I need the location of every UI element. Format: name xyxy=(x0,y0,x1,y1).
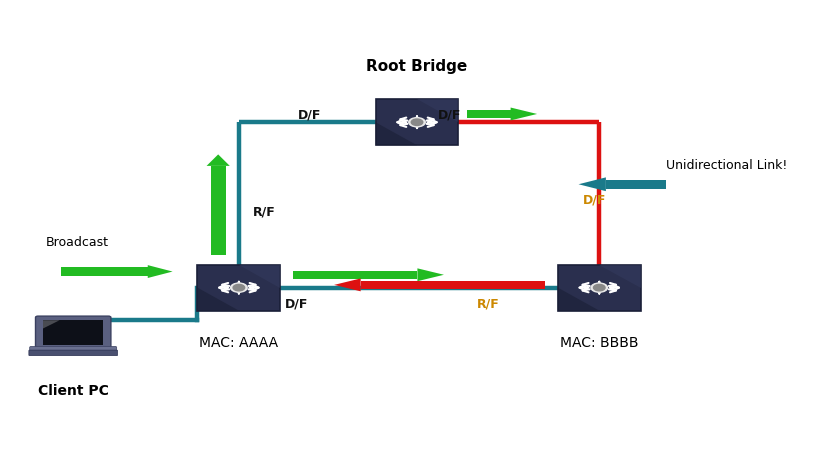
Text: R/F: R/F xyxy=(253,206,276,219)
FancyBboxPatch shape xyxy=(293,271,417,279)
Polygon shape xyxy=(207,154,230,166)
Circle shape xyxy=(230,283,247,292)
Text: MAC: BBBB: MAC: BBBB xyxy=(560,336,639,350)
Circle shape xyxy=(594,285,605,291)
FancyBboxPatch shape xyxy=(467,110,510,118)
FancyBboxPatch shape xyxy=(30,346,117,354)
FancyBboxPatch shape xyxy=(360,281,545,289)
Text: Root Bridge: Root Bridge xyxy=(366,59,468,74)
Polygon shape xyxy=(558,288,600,311)
Polygon shape xyxy=(375,122,417,145)
Polygon shape xyxy=(148,265,173,278)
Polygon shape xyxy=(198,288,239,311)
Text: Client PC: Client PC xyxy=(38,384,108,398)
Text: R/F: R/F xyxy=(477,297,500,310)
FancyBboxPatch shape xyxy=(605,179,666,189)
Text: D/F: D/F xyxy=(438,109,461,122)
Text: Unidirectional Link!: Unidirectional Link! xyxy=(666,159,787,173)
Polygon shape xyxy=(417,99,459,122)
Polygon shape xyxy=(43,320,59,329)
Circle shape xyxy=(233,285,244,291)
Polygon shape xyxy=(510,107,537,120)
FancyBboxPatch shape xyxy=(29,350,118,356)
Text: Broadcast: Broadcast xyxy=(46,236,109,249)
FancyBboxPatch shape xyxy=(43,320,103,345)
Polygon shape xyxy=(579,177,605,191)
FancyBboxPatch shape xyxy=(198,265,280,311)
Text: D/F: D/F xyxy=(284,297,308,310)
FancyBboxPatch shape xyxy=(375,99,459,145)
Circle shape xyxy=(409,118,425,127)
FancyBboxPatch shape xyxy=(558,265,641,311)
Text: MAC: AAAA: MAC: AAAA xyxy=(199,336,279,350)
FancyBboxPatch shape xyxy=(36,316,111,349)
Polygon shape xyxy=(334,279,360,291)
Polygon shape xyxy=(239,265,280,288)
Circle shape xyxy=(411,119,423,126)
Text: D/F: D/F xyxy=(583,194,606,207)
Polygon shape xyxy=(417,268,444,281)
Text: D/F: D/F xyxy=(299,109,322,122)
FancyBboxPatch shape xyxy=(61,267,148,276)
Polygon shape xyxy=(600,265,641,288)
Circle shape xyxy=(591,283,607,292)
FancyBboxPatch shape xyxy=(211,166,226,255)
